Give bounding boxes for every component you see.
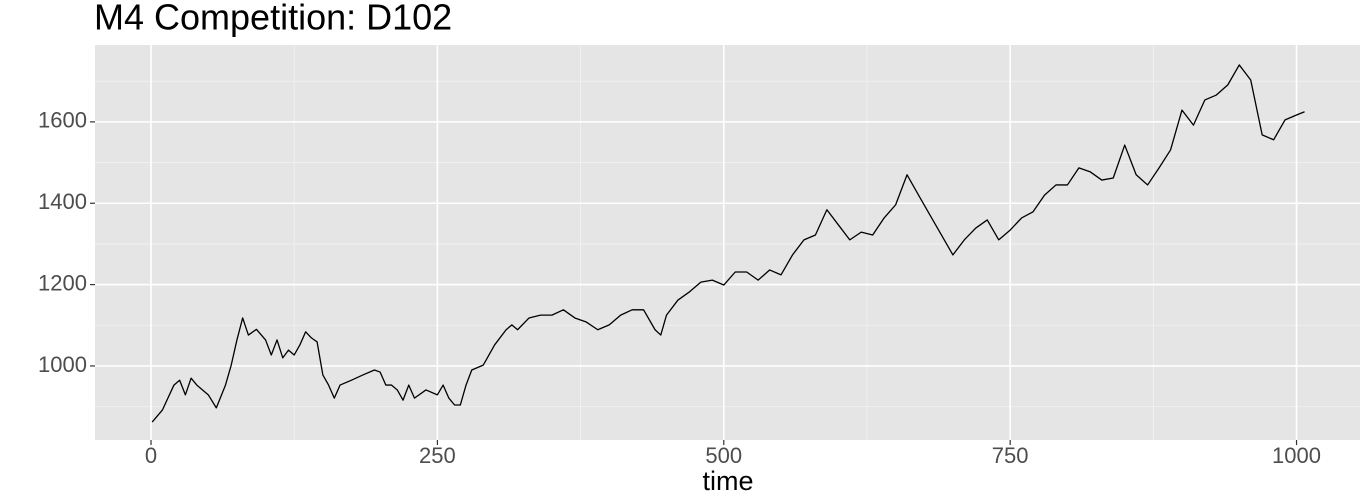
plot-panel (95, 45, 1360, 440)
x-tick-label: 0 (145, 443, 157, 468)
y-tick-label: 1000 (38, 352, 87, 377)
data-line (151, 64, 1305, 423)
y-tick-label: 1200 (38, 270, 87, 295)
x-axis-label: time (702, 466, 753, 496)
x-tick-label: 750 (992, 443, 1029, 468)
x-tick-label: 1000 (1272, 443, 1321, 468)
y-tick-label: 1400 (38, 189, 87, 214)
y-tick-label: 1600 (38, 108, 87, 133)
x-tick-label: 250 (419, 443, 456, 468)
x-tick-label: 500 (705, 443, 742, 468)
chart-title: M4 Competition: D102 (94, 0, 452, 38)
